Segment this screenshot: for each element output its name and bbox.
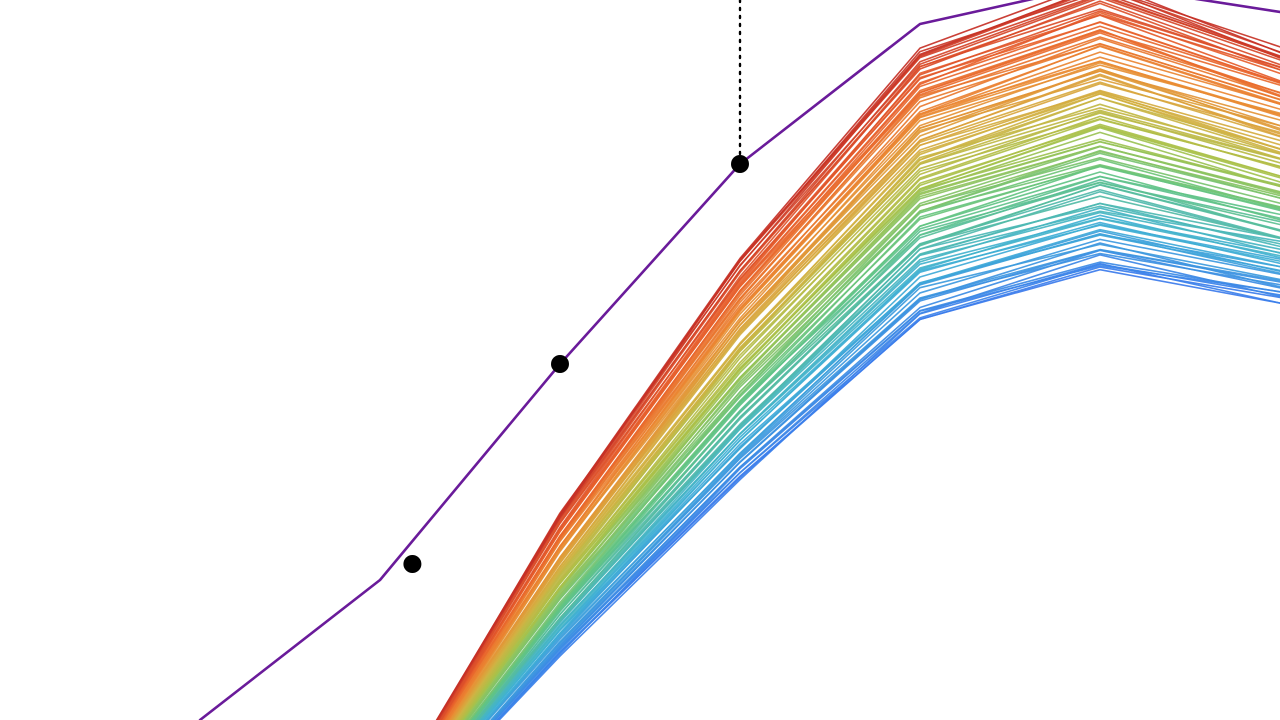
marker-dot [403,555,421,573]
marker-dot [731,155,749,173]
marker-dot [551,355,569,373]
line-chart [0,0,1280,720]
